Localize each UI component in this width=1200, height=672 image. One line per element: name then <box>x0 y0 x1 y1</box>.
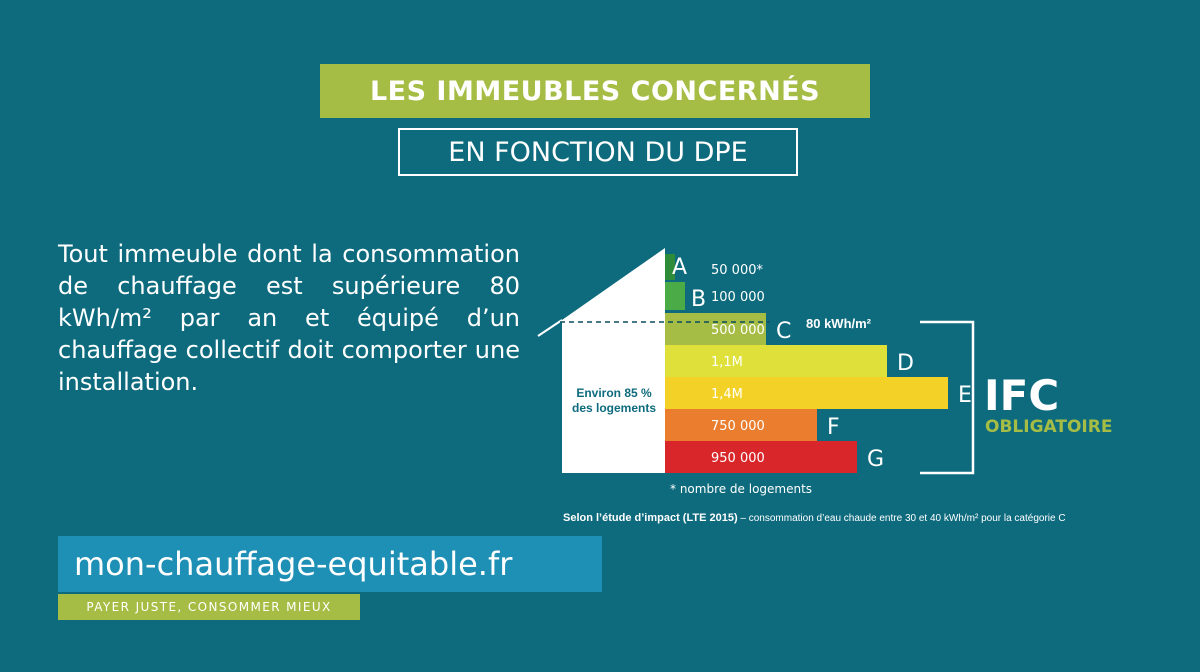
bar-value-label: 750 000 <box>711 419 765 434</box>
study-note-bold: Selon l’étude d’impact (LTE 2015) <box>563 512 738 524</box>
ifc-title: IFC <box>984 371 1059 420</box>
ifc-bracket <box>920 320 975 475</box>
bar-value-label: 950 000 <box>711 451 765 466</box>
study-note-rest: – consommation d’eau chaude entre 30 et … <box>737 513 1066 524</box>
house-shape <box>562 248 665 473</box>
bar-g <box>665 441 857 473</box>
category-letter-g: G <box>867 447 884 472</box>
ifc-subtitle: OBLIGATOIRE <box>985 417 1112 437</box>
bar-b <box>665 282 685 310</box>
category-letter-c: C <box>776 319 791 344</box>
bar-c <box>665 313 766 345</box>
bar-a <box>665 254 675 280</box>
bar-value-label: 50 000* <box>711 263 763 278</box>
chart-footnote: * nombre de logements <box>670 482 812 496</box>
tagline: PAYER JUSTE, CONSOMMER MIEUX <box>58 594 360 620</box>
study-note: Selon l’étude d’impact (LTE 2015) – cons… <box>563 512 1066 524</box>
bar-value-label: 500 000 <box>711 323 765 338</box>
bar-value-label: 100 000 <box>711 290 765 305</box>
bar-e <box>665 377 948 409</box>
roof-line <box>537 319 563 337</box>
bar-f <box>665 409 817 441</box>
page-subtitle: EN FONCTION DU DPE <box>398 128 798 176</box>
bar-value-label: 1,4M <box>711 387 743 402</box>
category-letter-b: B <box>691 287 706 312</box>
bar-value-label: 1,1M <box>711 355 743 370</box>
category-letter-f: F <box>827 415 840 440</box>
category-letter-a: A <box>672 255 687 280</box>
bar-d <box>665 345 887 377</box>
house-label-line: des logements <box>572 401 656 415</box>
description-text: Tout immeuble dont la consommation de ch… <box>58 240 520 396</box>
threshold-label: 80 kWh/m² <box>806 316 872 331</box>
category-letter-d: D <box>897 351 914 376</box>
category-letter-e: E <box>958 383 972 408</box>
website-link[interactable]: mon-chauffage-equitable.fr <box>58 536 602 592</box>
dpe-chart: Environ 85 %des logements 50 000* A 100 000… <box>537 248 1112 496</box>
house-label-line: Environ 85 % <box>576 386 652 400</box>
page-title: LES IMMEUBLES CONCERNÉS <box>320 64 870 118</box>
